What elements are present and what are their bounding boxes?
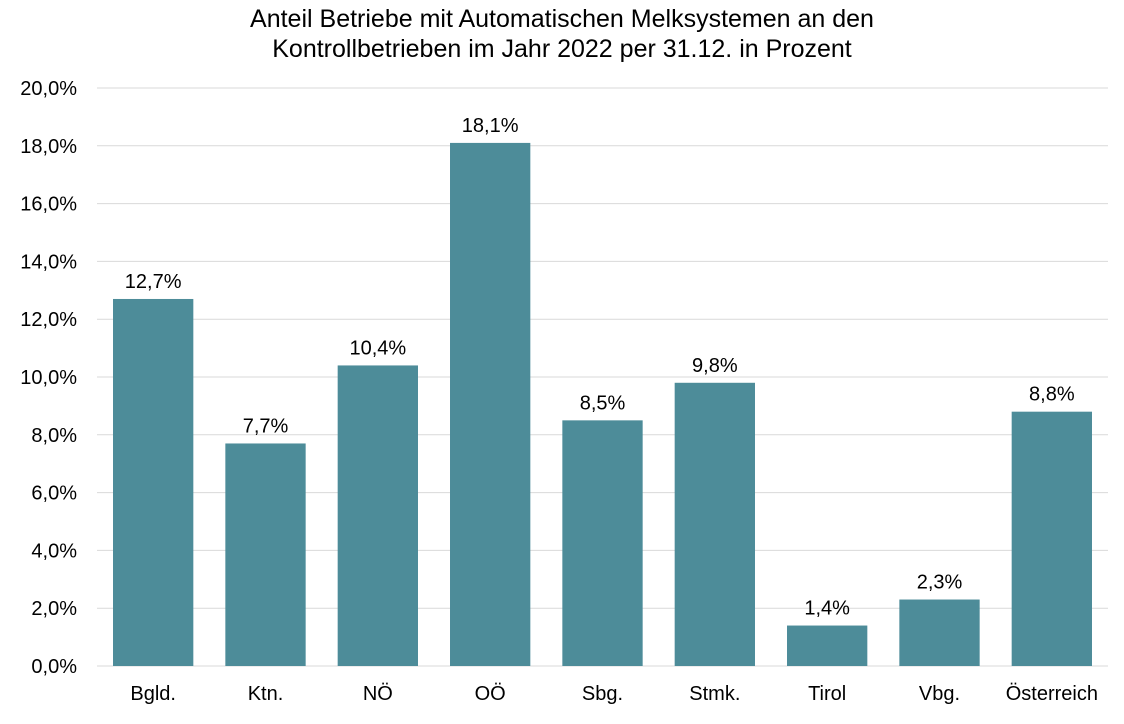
bar-value-label: 8,5% <box>580 392 626 414</box>
y-tick-label: 18,0% <box>20 136 77 158</box>
y-tick-label: 16,0% <box>20 194 77 216</box>
x-tick-label: NÖ <box>363 683 393 705</box>
bar <box>787 625 868 666</box>
x-tick-label: Sbg. <box>582 683 623 705</box>
y-tick-label: 14,0% <box>20 251 77 273</box>
bar-value-label: 9,8% <box>692 355 738 377</box>
x-tick-label: Ktn. <box>248 683 284 705</box>
y-tick-label: 8,0% <box>31 425 77 447</box>
x-tick-label: Stmk. <box>689 683 740 705</box>
x-tick-label: OÖ <box>475 683 506 705</box>
bar <box>674 382 755 666</box>
y-tick-label: 20,0% <box>20 78 77 100</box>
x-tick-label: Tirol <box>808 683 846 705</box>
bar <box>1011 411 1092 666</box>
bars <box>113 142 1092 666</box>
bar-value-label: 12,7% <box>125 271 182 293</box>
x-tick-label: Bgld. <box>130 683 176 705</box>
y-tick-label: 6,0% <box>31 483 77 505</box>
bar-value-label: 10,4% <box>349 337 406 359</box>
y-tick-label: 10,0% <box>20 367 77 389</box>
bar <box>562 420 643 666</box>
bar-value-label: 1,4% <box>804 598 850 620</box>
bar <box>225 443 306 666</box>
y-tick-label: 2,0% <box>31 598 77 620</box>
y-tick-label: 12,0% <box>20 309 77 331</box>
value-labels: 12,7% 7,7% 10,4% 18,1% 8,5% 9,8% 1,4% 2,3% 8,8% <box>125 115 1075 620</box>
chart-title-line-2: Kontrollbetrieben im Jahr 2022 per 31.12… <box>272 35 852 63</box>
bar-value-label: 7,7% <box>243 415 289 437</box>
chart-title-line-1: Anteil Betriebe mit Automatischen Melksy… <box>250 5 874 33</box>
y-tick-label: 0,0% <box>31 656 77 678</box>
bar-value-label: 18,1% <box>462 115 519 137</box>
y-tick-label: 4,0% <box>31 540 77 562</box>
bar-value-label: 2,3% <box>917 572 963 594</box>
bar-value-label: 8,8% <box>1029 384 1075 406</box>
x-tick-label: Österreich <box>1006 683 1098 705</box>
x-axis-tick-labels: Bgld. Ktn. NÖ OÖ Sbg. Stmk. Tirol Vbg. Österreic… <box>130 683 1098 705</box>
bar <box>450 142 531 666</box>
x-tick-label: Vbg. <box>919 683 960 705</box>
gridlines <box>97 87 1108 667</box>
bar <box>113 298 194 666</box>
bar <box>337 365 418 666</box>
chart-title: Anteil Betriebe mit Automatischen Melksy… <box>0 4 1124 64</box>
bar <box>899 599 980 666</box>
y-axis-tick-labels: 0,0% 2,0% 4,0% 6,0% 8,0% 10,0% 12,0% 14,0% 16,0%… <box>20 78 77 678</box>
